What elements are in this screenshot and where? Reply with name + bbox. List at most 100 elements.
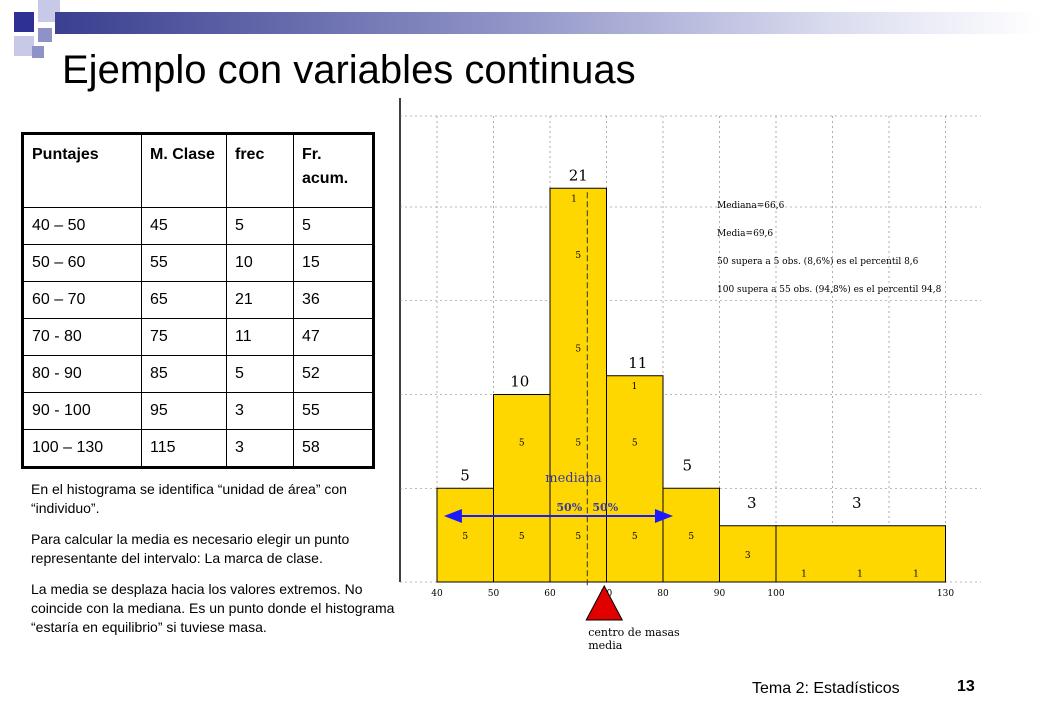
histogram-bar — [606, 375, 664, 583]
histogram-bar — [775, 525, 946, 583]
unit-area-label: 1 — [913, 570, 919, 580]
cell-fr-acum: 47 — [293, 318, 374, 356]
explanation-notes: En el histograma se identifica “unidad d… — [31, 480, 406, 649]
cell-fr-acum: 5 — [293, 207, 374, 245]
corner-square-mid-2 — [32, 46, 44, 58]
corner-square-light-1 — [38, 0, 60, 22]
cell-frec: 3 — [226, 392, 294, 430]
cell-marca-clase: 95 — [141, 392, 227, 430]
bar-frequency-label: 11 — [628, 354, 647, 372]
cell-puntajes: 60 – 70 — [22, 281, 142, 319]
stats-annotation: Media=69,6 — [717, 229, 773, 239]
unit-area-label: 5 — [462, 532, 468, 542]
histogram-bar — [662, 487, 720, 583]
header-fr-acum: Fr. acum. — [293, 133, 374, 208]
note-class-mark: Para calcular la media es necesario eleg… — [31, 531, 350, 566]
bar-frequency-label: 3 — [852, 494, 862, 512]
unit-area-label: 3 — [745, 551, 751, 561]
histogram-bar — [549, 187, 607, 583]
median-label: mediana — [545, 471, 602, 486]
cell-frec: 11 — [226, 318, 294, 356]
left-arrow-icon — [443, 509, 462, 523]
table-row: 50 – 60 55 10 15 — [22, 244, 374, 282]
unit-area-label: 5 — [519, 532, 525, 542]
header-puntajes: Puntajes — [22, 133, 142, 208]
table-row: 40 – 50 45 5 5 — [22, 207, 374, 245]
unit-area-label: 5 — [575, 532, 581, 542]
unit-area-label: 1 — [571, 195, 577, 205]
cell-frec: 10 — [226, 244, 294, 282]
table-row: 60 – 70 65 21 36 — [22, 281, 374, 319]
bar-frequency-label: 3 — [747, 494, 757, 512]
stats-annotation: 50 supera a 5 obs. (8,6%) es el percenti… — [717, 256, 919, 267]
table-row: 70 - 80 75 11 47 — [22, 318, 374, 356]
unit-area-label: 5 — [575, 345, 581, 355]
corner-square-mid-1 — [38, 28, 52, 42]
cell-marca-clase: 55 — [141, 244, 227, 282]
x-tick-label: 40 — [431, 589, 443, 599]
x-tick-label: 100 — [767, 589, 784, 599]
unit-area-label: 1 — [632, 382, 638, 392]
table-row: 90 - 100 95 3 55 — [22, 392, 374, 430]
unit-area-label: 5 — [575, 438, 581, 448]
right-percent-label: 50% — [592, 501, 618, 514]
x-tick-label: 50 — [488, 589, 500, 599]
note-area-unit: En el histograma se identifica “unidad d… — [31, 481, 347, 516]
histogram-bar — [493, 394, 551, 583]
cell-puntajes: 40 – 50 — [22, 207, 142, 245]
unit-area-label: 1 — [801, 570, 807, 580]
cell-frec: 3 — [226, 429, 294, 468]
mean-marker-label-line1: centro de masas — [588, 626, 680, 639]
bar-frequency-label: 21 — [569, 166, 588, 184]
cell-marca-clase: 115 — [141, 429, 227, 468]
unit-area-label: 5 — [575, 251, 581, 261]
unit-area-label: 5 — [519, 438, 525, 448]
cell-fr-acum: 55 — [293, 392, 374, 430]
cell-fr-acum: 36 — [293, 281, 374, 319]
cell-frec: 5 — [226, 355, 294, 393]
stats-annotation: 100 supera a 55 obs. (94,8%) es el perce… — [717, 284, 942, 295]
cell-marca-clase: 45 — [141, 207, 227, 245]
mean-marker-icon — [585, 584, 624, 621]
page-number: 13 — [957, 678, 975, 695]
unit-area-label: 5 — [632, 532, 638, 542]
mean-marker-label-line2: media — [588, 639, 623, 652]
x-tick-label: 90 — [714, 589, 726, 599]
header-frec: frec — [226, 133, 294, 208]
unit-area-label: 5 — [688, 532, 694, 542]
histogram-bar — [719, 525, 777, 583]
table-header-row: Puntajes M. Clase frec Fr. acum. — [22, 133, 374, 208]
x-tick-label: 130 — [937, 589, 954, 599]
corner-square-light-2 — [14, 36, 34, 56]
stats-annotation: Mediana=66,6 — [717, 201, 785, 211]
frequency-table: Puntajes M. Clase frec Fr. acum. 40 – 50… — [21, 132, 375, 469]
left-percent-label: 50% — [556, 501, 582, 514]
slide-title: Ejemplo con variables continuas — [62, 48, 636, 92]
cell-puntajes: 80 - 90 — [22, 355, 142, 393]
cell-marca-clase: 85 — [141, 355, 227, 393]
cell-frec: 5 — [226, 207, 294, 245]
cell-puntajes: 100 – 130 — [22, 429, 142, 468]
cell-fr-acum: 58 — [293, 429, 374, 468]
histogram-chart: 5102111533555555515515311140506070809010… — [399, 98, 981, 652]
header-marca-clase: M. Clase — [141, 133, 227, 208]
cell-frec: 21 — [226, 281, 294, 319]
bar-frequency-label: 10 — [510, 373, 529, 391]
cell-puntajes: 90 - 100 — [22, 392, 142, 430]
unit-area-label: 1 — [857, 570, 863, 580]
footer-text: Tema 2: Estadísticos — [752, 680, 900, 697]
bar-frequency-label: 5 — [460, 466, 470, 484]
cell-puntajes: 50 – 60 — [22, 244, 142, 282]
cell-fr-acum: 52 — [293, 355, 374, 393]
corner-square-dark-1 — [14, 12, 34, 32]
cell-fr-acum: 15 — [293, 244, 374, 282]
bar-frequency-label: 5 — [682, 456, 692, 474]
cell-marca-clase: 65 — [141, 281, 227, 319]
title-gradient-bar — [55, 12, 1040, 34]
cell-puntajes: 70 - 80 — [22, 318, 142, 356]
x-tick-label: 80 — [657, 589, 669, 599]
table-row: 80 - 90 85 5 52 — [22, 355, 374, 393]
x-tick-label: 60 — [544, 589, 556, 599]
table-row: 100 – 130 115 3 58 — [22, 429, 374, 468]
right-arrow-icon — [655, 509, 673, 523]
